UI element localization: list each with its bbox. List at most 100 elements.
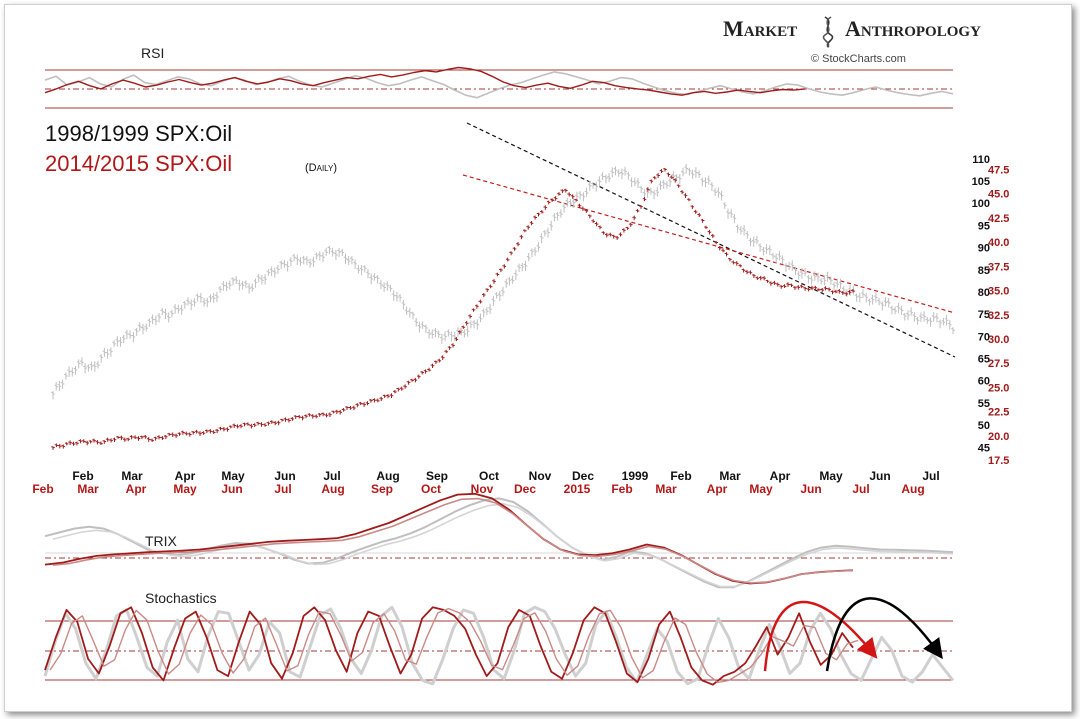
price-bar-2014 bbox=[844, 292, 848, 296]
price-bar-1998 bbox=[417, 321, 422, 333]
price-bar-1998 bbox=[366, 269, 370, 279]
price-bar-1998 bbox=[398, 294, 402, 302]
price-bar-2014 bbox=[810, 285, 814, 291]
price-bar-1998 bbox=[649, 187, 653, 195]
price-bar-2014 bbox=[813, 285, 818, 291]
price-bar-2014 bbox=[526, 225, 530, 230]
price-bar-2014 bbox=[75, 441, 79, 446]
x-label-1998: 1999 bbox=[622, 469, 649, 483]
price-bar-1998 bbox=[523, 260, 528, 272]
price-bar-1998 bbox=[748, 237, 753, 247]
rsi-line-1998 bbox=[44, 71, 954, 99]
price-bar-1998 bbox=[462, 329, 467, 338]
price-bar-2014 bbox=[601, 231, 606, 235]
price-bar-2014 bbox=[516, 242, 520, 247]
price-bar-2014 bbox=[51, 446, 55, 450]
price-bar-1998 bbox=[906, 310, 910, 321]
price-bar-2014 bbox=[184, 431, 189, 436]
price-bar-2014 bbox=[611, 234, 616, 239]
price-bar-1998 bbox=[501, 286, 505, 297]
price-bar-1998 bbox=[411, 311, 415, 320]
price-bar-2014 bbox=[605, 232, 609, 238]
left-tick-label: 55 bbox=[978, 398, 990, 410]
price-bar-2014 bbox=[389, 393, 394, 398]
price-bar-2014 bbox=[229, 425, 233, 429]
left-axis-ticks: 110 105 100 95 90 85 80 75 70 65 60 55 50 45 bbox=[972, 154, 990, 454]
price-bars-1998 bbox=[51, 164, 955, 400]
price-bar-2014 bbox=[519, 234, 524, 240]
price-bar-1998 bbox=[311, 256, 316, 267]
x-label-1998: Jul bbox=[922, 469, 939, 483]
price-bar-2014 bbox=[806, 287, 811, 292]
trix-series bbox=[44, 492, 954, 589]
price-bar-1998 bbox=[67, 366, 71, 377]
price-bar-1998 bbox=[874, 292, 878, 303]
price-bar-1998 bbox=[86, 364, 91, 372]
brand-name-part2: Anthropology bbox=[845, 16, 981, 41]
price-bar-1998 bbox=[517, 263, 521, 272]
price-bar-1998 bbox=[57, 380, 62, 391]
price-bar-2014 bbox=[707, 229, 712, 235]
price-bar-2014 bbox=[430, 363, 435, 368]
price-bar-1998 bbox=[549, 220, 553, 231]
right-tick-label: 37.5 bbox=[988, 261, 1009, 273]
price-bar-1998 bbox=[408, 307, 412, 318]
price-bar-1998 bbox=[858, 292, 862, 303]
price-bar-1998 bbox=[273, 267, 277, 278]
price-bar-1998 bbox=[125, 329, 129, 340]
x-label-1998: Aug bbox=[376, 469, 399, 483]
price-bar-1998 bbox=[363, 265, 367, 273]
price-bar-2014 bbox=[588, 214, 592, 219]
price-bar-1998 bbox=[790, 260, 795, 271]
price-bar-2014 bbox=[851, 289, 855, 293]
price-bar-2014 bbox=[396, 387, 401, 392]
price-bar-2014 bbox=[348, 406, 353, 410]
price-bar-1998 bbox=[838, 278, 843, 289]
x-label-2014: Jul bbox=[274, 482, 291, 496]
price-bar-1998 bbox=[877, 297, 881, 306]
price-bar-2014 bbox=[779, 285, 783, 289]
left-tick-label: 95 bbox=[978, 220, 990, 232]
price-bar-1998 bbox=[575, 191, 579, 201]
price-bar-1998 bbox=[742, 224, 746, 236]
price-bar-1998 bbox=[141, 323, 145, 335]
price-bar-1998 bbox=[388, 284, 393, 292]
price-bar-1998 bbox=[240, 280, 245, 290]
x-label-2014: Jun bbox=[221, 482, 242, 496]
stoch-signal-2014 bbox=[49, 607, 859, 684]
price-bar-2014 bbox=[413, 377, 418, 383]
price-bar-1998 bbox=[269, 266, 274, 277]
price-title-suffix: (Daily) bbox=[305, 162, 337, 174]
price-bar-1998 bbox=[189, 299, 193, 311]
price-bar-2014 bbox=[266, 421, 271, 426]
price-bar-2014 bbox=[297, 415, 301, 419]
price-bar-1998 bbox=[70, 367, 75, 377]
right-tick-label: 25.0 bbox=[988, 383, 1009, 395]
price-bar-1998 bbox=[928, 317, 933, 327]
price-bar-1998 bbox=[427, 329, 431, 339]
right-tick-label: 47.5 bbox=[988, 164, 1009, 176]
price-bar-2014 bbox=[782, 284, 787, 288]
price-bar-1998 bbox=[494, 292, 499, 299]
price-bar-2014 bbox=[471, 308, 476, 312]
price-bar-1998 bbox=[266, 269, 271, 276]
price-bar-1998 bbox=[276, 264, 280, 274]
price-bar-1998 bbox=[465, 325, 470, 337]
price-bar-2014 bbox=[270, 420, 274, 424]
price-bar-1998 bbox=[73, 366, 78, 375]
price-bar-1998 bbox=[118, 337, 123, 347]
price-bar-2014 bbox=[345, 406, 349, 410]
price-bar-1998 bbox=[723, 202, 727, 209]
chart-frame: Market Anthropology © StockCharts.com RS… bbox=[4, 4, 1072, 712]
x-label-1998: Feb bbox=[670, 469, 691, 483]
price-bar-2014 bbox=[560, 189, 565, 194]
price-bar-2014 bbox=[478, 299, 483, 304]
price-bar-2014 bbox=[789, 283, 794, 287]
price-bar-1998 bbox=[813, 271, 817, 281]
price-bar-1998 bbox=[620, 168, 624, 180]
price-bar-1998 bbox=[134, 328, 139, 336]
x-label-1998: Mar bbox=[719, 469, 741, 483]
price-bar-2014 bbox=[232, 423, 236, 428]
price-bar-1998 bbox=[314, 252, 319, 260]
price-bar-2014 bbox=[820, 288, 824, 293]
